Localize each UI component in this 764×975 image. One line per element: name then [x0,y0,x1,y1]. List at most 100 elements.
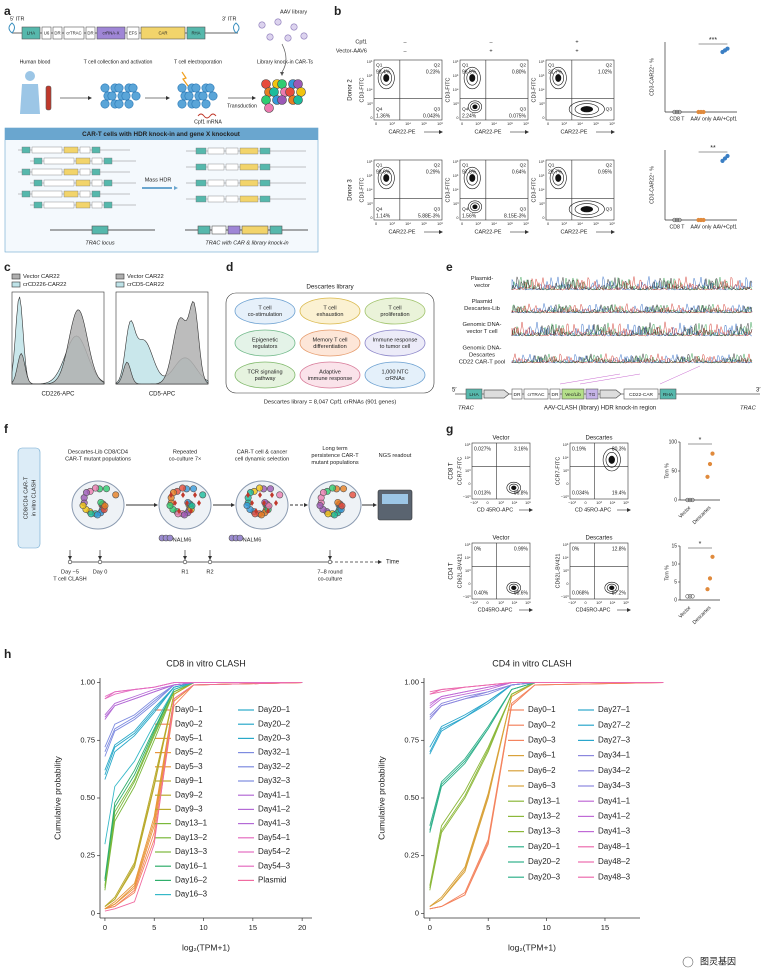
axis-tick-label: 10⁴ [367,88,373,92]
chromatogram [511,276,753,291]
construct-block [41,26,52,40]
category-label: exhaustion [316,312,343,318]
timeline-point [67,559,73,565]
mini-block [195,179,207,187]
quadrant-name: Q3 [434,206,441,212]
tumor-cell [185,500,189,506]
axis-tick-label: 10⁴ [465,456,471,460]
panel-label: b [334,4,341,18]
y-tick-label: 10 [671,561,677,567]
arrow-head [280,72,284,76]
quadrant-value: 31.7% [548,69,563,75]
category-label: Memory T cell [313,337,348,343]
data-point [705,474,710,479]
x-tick-label: CD8 T [670,224,686,230]
cell [324,510,332,518]
flow-contour [467,200,483,214]
data-point [725,153,730,159]
axis-label: CD62L-BV421 [457,554,463,589]
library-category [234,361,296,389]
library-category [234,297,296,325]
axis-tick-label: 10⁶ [523,222,529,226]
trac-label: TRAC [740,406,757,412]
t-cell [177,99,187,109]
legend-label: Vector CAR22 [23,274,60,280]
construct-block [186,26,206,40]
legend-label: Day16–2 [175,876,208,885]
library-label: AAV library [280,9,307,15]
t-cell [121,91,131,101]
flow-frame [373,59,443,121]
axis-tick-label: 10⁵ [525,501,531,505]
track-label: Descartes-Lib [464,306,500,312]
axis-tick-label: 10³ [563,469,569,473]
axis-tick-label: 0 [461,222,463,226]
construct-block [659,388,677,400]
x-tick-label: 10 [542,923,550,932]
x-tick-label: Vector [678,505,693,520]
legend-label: Day6–3 [528,781,556,790]
quadrant-value: 0.95% [598,169,613,175]
flow-contour [377,166,395,190]
chromatogram [511,321,753,337]
mini-block [21,146,31,154]
axis-tick-label: 10⁶ [539,160,545,164]
axis-tick-label: 10⁵ [563,443,569,447]
tumor-cell [266,508,270,514]
construct-block [63,26,85,40]
y-tick-label: 0.25 [404,851,419,860]
flow-contour [574,103,599,116]
axis-tick-label: 0 [486,501,488,505]
category-label: proliferation [380,312,409,318]
legend-label: Day9–3 [175,805,203,814]
human-body [20,84,40,114]
nalm6-cell [166,534,174,542]
quadrant-value: 96.9% [462,69,477,75]
category-label: T cell [323,305,336,311]
mrna [197,113,217,119]
axis-tick-label: 10³ [561,222,567,226]
significance-label: * [699,541,702,548]
axis-label: CCR7-FITC [555,457,561,486]
car-t-cell [285,87,295,97]
aav-particle [290,23,298,31]
mini-block [195,195,207,203]
mini-block [239,195,259,203]
cell [93,511,101,519]
legend-label: Day41–2 [258,805,291,814]
tumor-cell [197,500,201,506]
axis-tick-label: 10⁵ [507,122,513,126]
arrow [439,130,443,134]
flow-contour [580,106,593,113]
axis-tick-label: 10⁵ [453,74,459,78]
axis-tick-label: 10⁶ [539,60,545,64]
mini-block [197,225,211,235]
axis-tick-label: 10⁴ [539,88,545,92]
axis-tick-label: 10³ [389,122,395,126]
t-cell [131,91,141,101]
tumor-cell [270,492,274,498]
axis-tick-label: −10³ [470,601,478,605]
category-label: T cell [258,305,271,311]
quadrant-name: Q1 [548,162,555,168]
trac-label: TRAC locus [85,240,115,246]
data-point [685,497,690,503]
aav-particle [258,21,266,29]
y-tick-label: 0 [91,908,95,917]
quadrant-value: 5.88E-3% [418,213,441,219]
library-title: Descartes library [306,284,354,291]
quadrant-name: Q4 [376,106,383,112]
axis-tick-label: 0 [468,582,470,586]
mini-block [21,168,31,176]
mini-block [33,179,43,187]
stage-label: persistence CAR-T [311,453,359,459]
data-point [672,217,677,223]
block-label: RHA [191,31,200,36]
axis-tick-label: 10⁴ [465,556,471,560]
axis-label: Cumulative probability [376,755,386,839]
cell [102,485,110,493]
y-tick-label: 0.75 [80,735,95,744]
legend-label: Day20–1 [528,842,561,851]
cell [243,502,251,510]
